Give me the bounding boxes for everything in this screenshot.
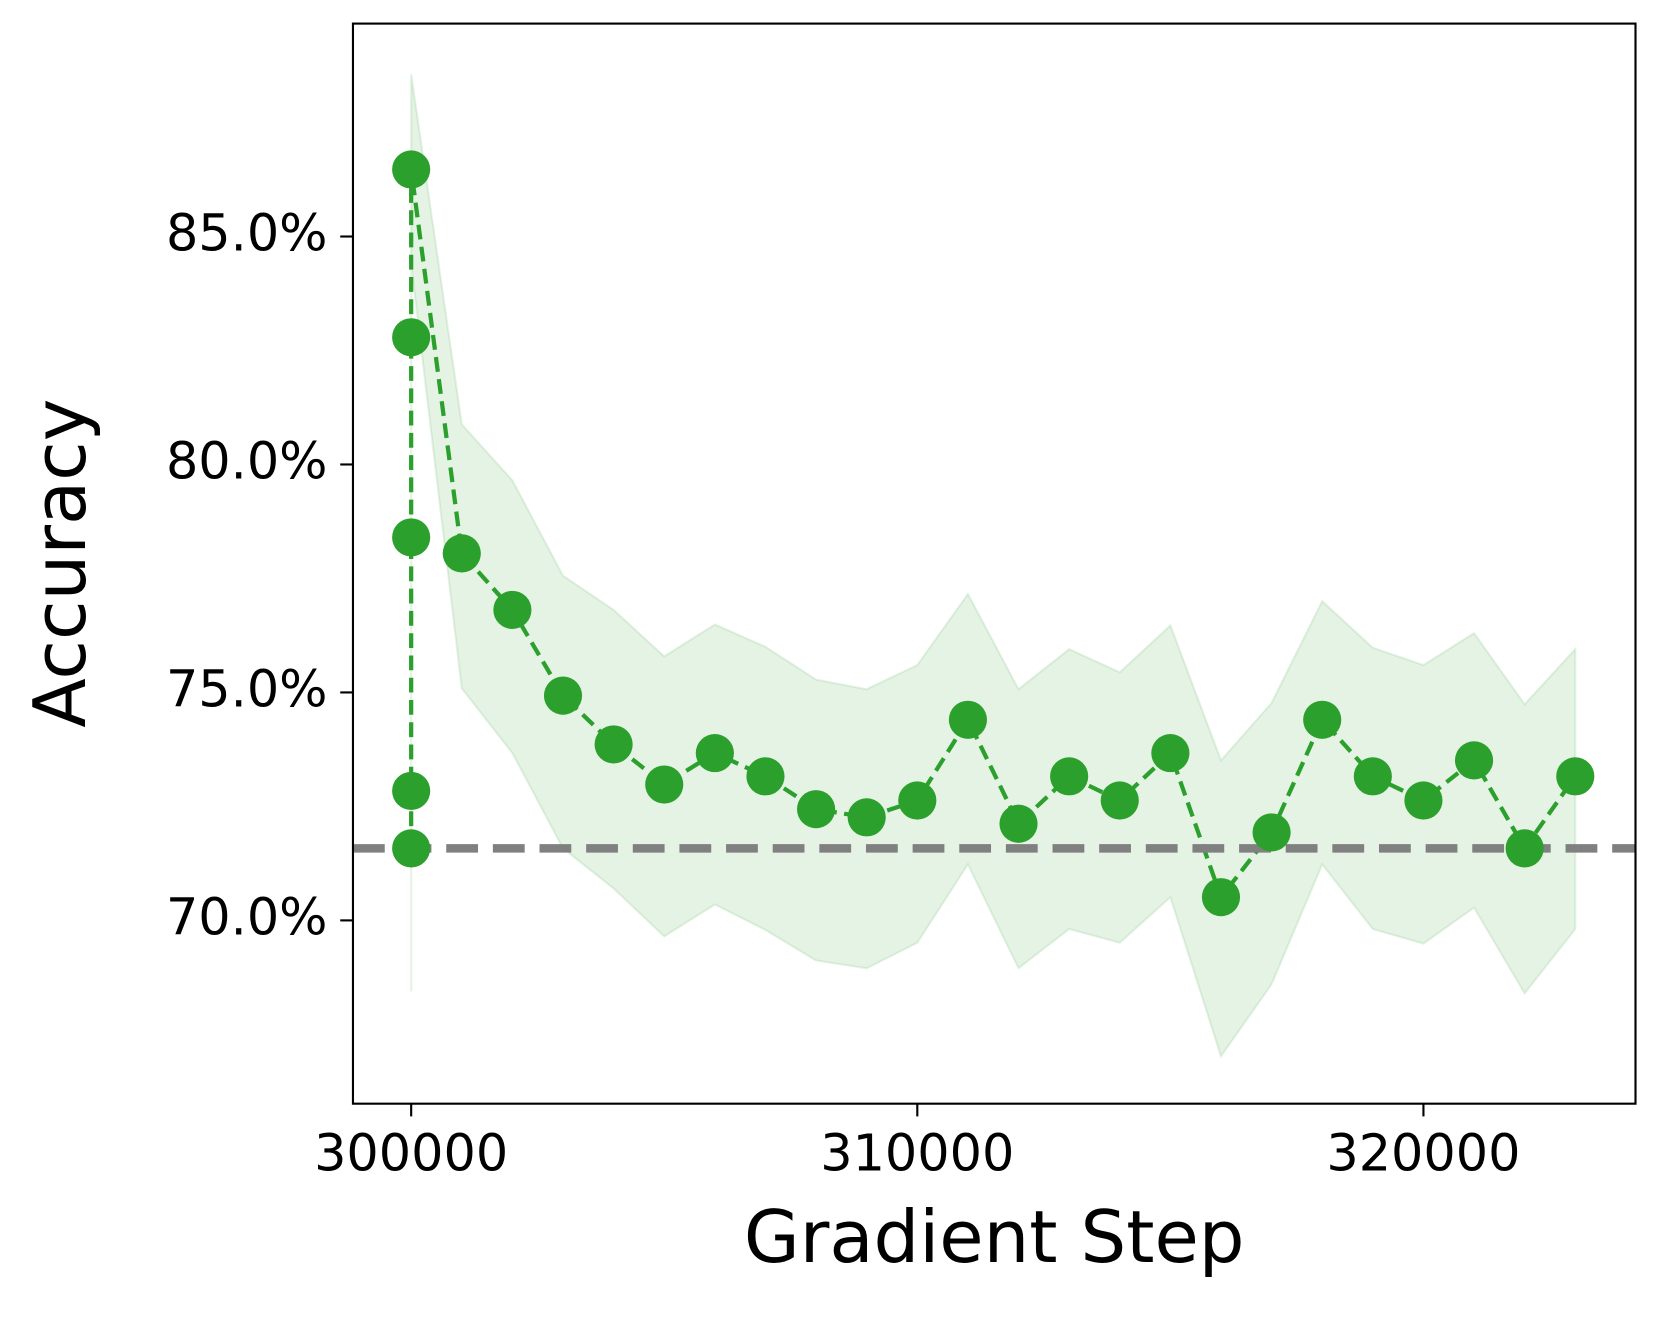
x-tick-label: 310000 xyxy=(820,1124,1014,1183)
y-axis-label: Accuracy xyxy=(18,399,102,728)
error-band xyxy=(410,74,1577,1059)
data-point xyxy=(392,518,431,557)
data-point xyxy=(442,534,481,573)
data-point xyxy=(392,829,431,868)
plot-frame xyxy=(351,22,1637,1105)
data-point xyxy=(543,676,583,715)
data-point xyxy=(1151,733,1190,773)
data-point xyxy=(1505,829,1544,868)
data-point xyxy=(1100,781,1139,820)
data-point xyxy=(392,318,431,357)
data-point xyxy=(493,590,532,629)
data-point xyxy=(1252,813,1291,852)
x-tick-label: 300000 xyxy=(314,1124,508,1183)
data-point xyxy=(1454,741,1494,780)
data-point xyxy=(645,765,684,804)
x-tick-label: 320000 xyxy=(1326,1124,1520,1183)
y-tick-label: 75.0% xyxy=(166,659,328,718)
data-point xyxy=(392,771,431,810)
y-tick-label: 80.0% xyxy=(166,431,328,490)
series-line xyxy=(409,169,1578,902)
y-tick-label: 85.0% xyxy=(166,204,328,263)
data-point xyxy=(1201,878,1241,917)
y-tick-label: 70.0% xyxy=(166,887,328,946)
data-point xyxy=(1353,757,1392,796)
data-point xyxy=(695,733,734,773)
data-point xyxy=(847,798,886,837)
data-point xyxy=(796,790,836,829)
x-axis-label: Gradient Step xyxy=(744,1195,1245,1279)
data-point xyxy=(746,757,785,796)
data-point xyxy=(1303,700,1342,739)
data-point xyxy=(948,700,987,739)
data-point xyxy=(1556,757,1595,796)
data-point xyxy=(392,150,431,189)
data-point xyxy=(999,804,1038,843)
data-point xyxy=(594,725,633,764)
data-point xyxy=(898,781,937,820)
data-point xyxy=(1404,781,1443,820)
data-point xyxy=(1050,757,1089,796)
